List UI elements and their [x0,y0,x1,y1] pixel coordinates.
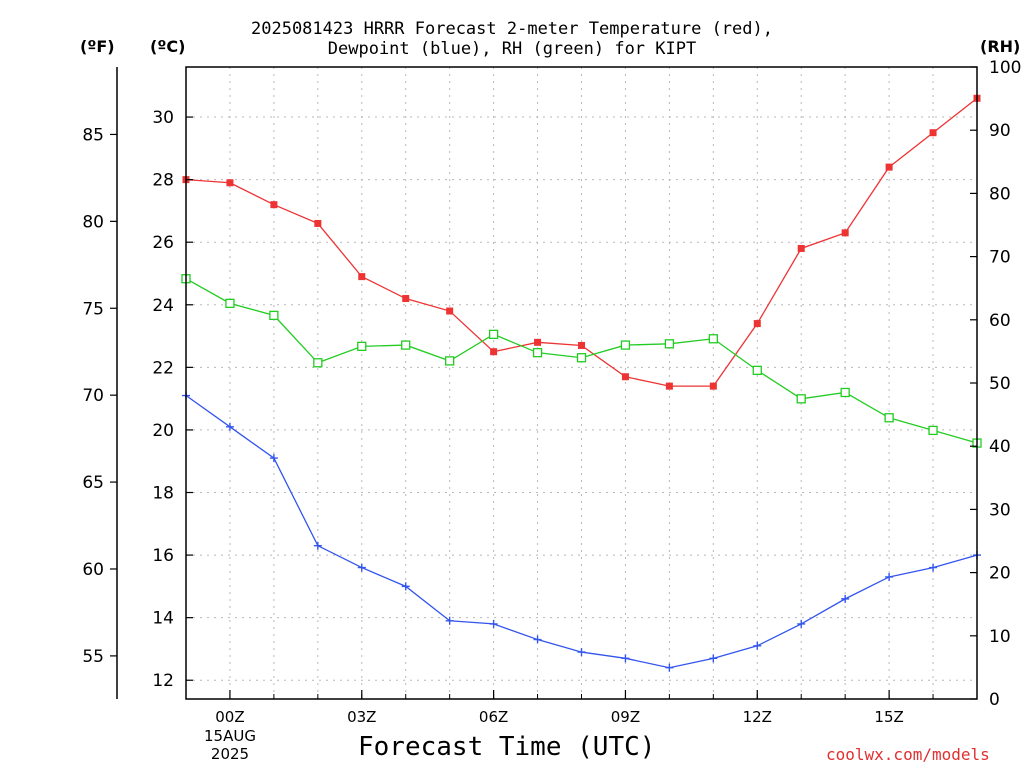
rh-tick-label: 20 [989,564,1011,584]
rh-tick-label: 90 [989,121,1011,141]
chart-title-line-1: 2025081423 HRRR Forecast 2-meter Tempera… [251,19,773,39]
rh-point [401,340,411,350]
rh-tick-label: 30 [989,500,1011,520]
dewpoint-point [709,654,718,663]
dewpoint-point [621,654,630,663]
dewpoint-point [225,422,234,431]
grid-lines [186,67,977,699]
x-tick-label: 00Z [215,708,244,726]
rh-point [313,358,323,368]
dewpoint-point [665,663,674,672]
fahrenheit-tick-label: 75 [82,299,104,319]
temperature-point [490,348,498,356]
temperature-point [358,273,366,281]
dewpoint-point [269,454,278,463]
rh-tick-label: 60 [989,311,1011,331]
rh-tick-label: 70 [989,248,1011,268]
temperature-point [841,229,849,237]
fahrenheit-tick-label: 60 [82,560,104,580]
rh-point [488,329,499,339]
dewpoint-point [401,582,410,591]
axes: 12 14 16 18 20 22 24 26 28 30 55 60 65 70 75 80 85 0 10 20 3… [82,58,1021,726]
dewpoint-point [885,572,894,581]
x-tick-label: 12Z [743,708,772,726]
temperature-point [885,163,893,171]
rh-tick-label: 40 [989,437,1011,457]
chart-title-line-2: Dewpoint (blue), RH (green) for KIPT [327,39,697,59]
x-tick-label: 09Z [611,708,640,726]
x-tick-label: 06Z [479,708,508,726]
celsius-tick-label: 14 [152,609,174,629]
rh-unit-label: (RH) [980,37,1021,56]
dewpoint-point [313,541,322,550]
temperature-point [578,341,585,349]
rh-tick-label: 0 [989,690,1000,710]
rh-point [796,394,806,404]
dewpoint-point [489,619,498,628]
celsius-unit-label: (ºC) [150,37,186,56]
rh-point [752,365,762,376]
rh-tick-label: 50 [989,374,1011,394]
rh-point [620,340,631,350]
rh-tick-label: 80 [989,184,1011,204]
rh-point [928,425,938,436]
celsius-tick-label: 24 [152,296,174,316]
dewpoint-point [797,619,806,628]
celsius-tick-label: 16 [152,546,174,566]
temperature-point [270,201,278,209]
x-tick-label: 15Z [874,708,903,726]
rh-point [884,413,894,423]
celsius-tick-label: 28 [152,171,174,191]
series-layer [181,94,982,672]
x-tick-label: 03Z [347,708,376,726]
dewpoint-point [753,641,762,650]
fahrenheit-tick-label: 70 [82,386,104,406]
celsius-tick-label: 20 [152,421,174,441]
date-day-label: 15AUG [204,727,256,745]
fahrenheit-tick-label: 80 [82,212,104,232]
temperature-point [226,179,234,187]
rh-point [357,341,367,351]
dewpoint-point [445,616,454,625]
temperature-point [709,382,717,390]
rh-point [269,310,279,321]
dewpoint-point [577,648,586,657]
rh-point [576,353,587,363]
temperature-point [314,219,322,227]
celsius-tick-label: 18 [152,484,174,504]
fahrenheit-unit-label: (ºF) [80,37,115,56]
celsius-tick-label: 22 [152,358,174,378]
temperature-point [446,307,454,315]
rh-point [225,298,235,309]
x-axis-title: Forecast Time (UTC) [358,732,656,762]
rh-point [664,339,675,349]
rh-point [532,348,543,358]
temperature-point [402,295,410,303]
temperature-point [534,338,542,346]
temperature-point [753,320,761,328]
temperature-point [621,373,629,381]
rh-point [445,356,455,366]
dewpoint-point [929,563,938,572]
celsius-tick-label: 30 [152,108,174,128]
fahrenheit-tick-label: 85 [82,125,104,145]
dewpoint-point [533,635,542,644]
temperature-point [665,382,673,390]
dewpoint-point [841,594,850,603]
fahrenheit-tick-label: 55 [82,647,104,667]
rh-point [840,387,850,398]
rh-tick-label: 100 [989,58,1021,78]
credit-text: coolwx.com/models [826,745,990,764]
celsius-tick-label: 12 [152,671,174,691]
date-year-label: 2025 [210,745,250,763]
fahrenheit-tick-label: 65 [82,473,104,493]
rh-tick-label: 10 [989,627,1011,647]
celsius-tick-label: 26 [152,233,174,253]
temperature-point [797,244,805,252]
dewpoint-point [357,563,366,572]
temperature-point [929,129,937,137]
dewpoint-line [185,394,978,669]
rh-point [708,334,718,344]
